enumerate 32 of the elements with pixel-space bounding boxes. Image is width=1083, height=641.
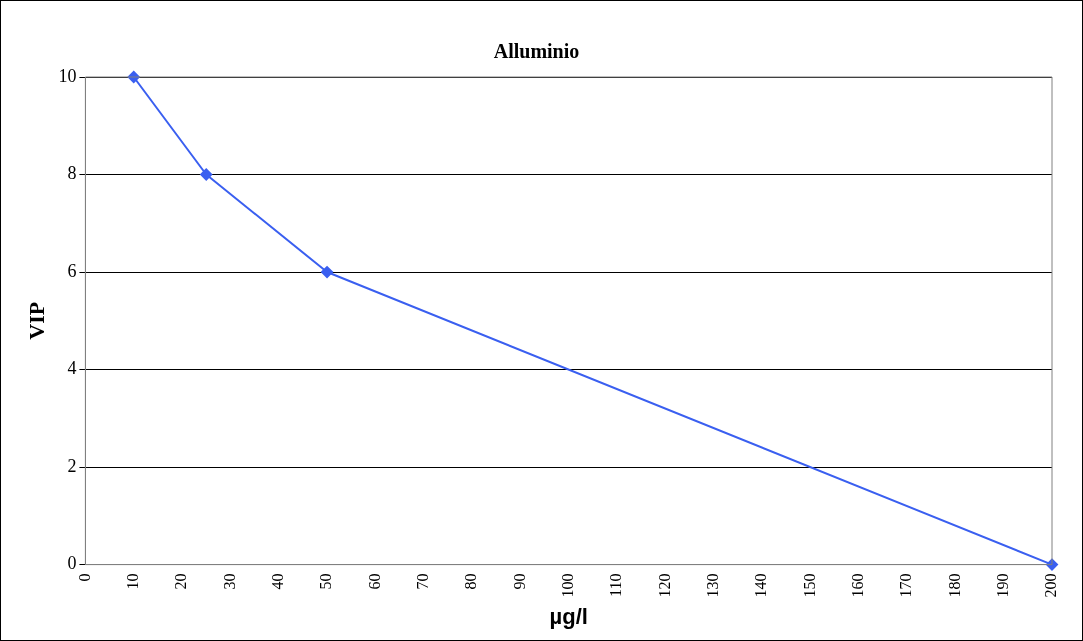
x-tick-label: 160: [848, 573, 866, 598]
y-tick-label: 6: [67, 260, 77, 281]
x-tick-label: 10: [123, 573, 141, 590]
x-tick-label: 140: [752, 573, 770, 598]
x-tick-label: 40: [268, 573, 286, 590]
x-axis-title: µg/l: [549, 603, 588, 629]
x-tick-label: 50: [317, 573, 335, 590]
y-tick-label: 0: [67, 553, 77, 574]
x-tick-label: 150: [800, 573, 818, 598]
y-tick-label: 10: [58, 65, 77, 86]
x-tick-label: 170: [897, 573, 915, 598]
x-tick-label: 20: [172, 573, 190, 590]
x-tick-label: 0: [75, 573, 93, 582]
x-tick-label: 70: [413, 573, 431, 590]
x-tick-label: 90: [510, 573, 528, 590]
x-tick-label: 80: [462, 573, 480, 590]
x-tick-label: 110: [607, 573, 625, 598]
x-tick-label: 130: [703, 573, 721, 598]
x-tick-label: 30: [220, 573, 238, 590]
y-axis-title: VIP: [23, 301, 49, 340]
x-tick-label: 100: [558, 573, 576, 598]
x-tick-label: 60: [365, 573, 383, 590]
point: [200, 168, 213, 181]
x-tick-label: 200: [1042, 573, 1060, 598]
x-tick-label: 190: [993, 573, 1011, 598]
y-tick-label: 4: [67, 358, 77, 379]
x-tick-label: 120: [655, 573, 673, 598]
point: [321, 266, 334, 279]
y-tick-label: 8: [67, 163, 77, 184]
x-tick-label: 180: [945, 573, 963, 598]
chart-title: Alluminio: [493, 40, 580, 63]
y-tick-label: 2: [67, 455, 77, 476]
